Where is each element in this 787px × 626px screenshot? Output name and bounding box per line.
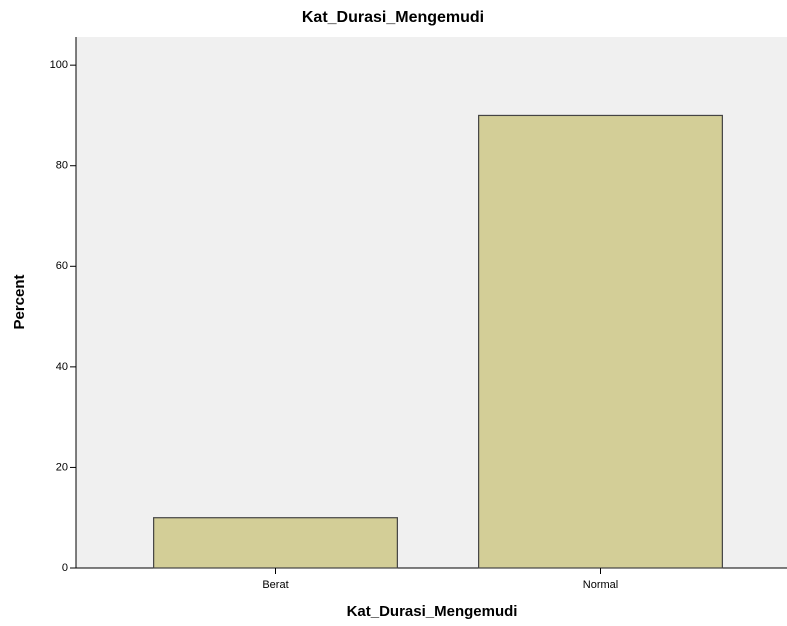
x-axis-title: Kat_Durasi_Mengemudi — [347, 603, 518, 620]
y-tick-label: 100 — [50, 59, 68, 71]
y-tick-label: 80 — [56, 160, 68, 172]
y-tick-label: 60 — [56, 260, 68, 272]
bar — [478, 114, 723, 569]
x-tick-label: Berat — [262, 579, 288, 591]
x-tick-label: Normal — [583, 579, 618, 591]
y-tick-label: 20 — [56, 461, 68, 473]
y-axis-title: Percent — [11, 274, 28, 329]
bar — [153, 517, 398, 569]
y-tick-label: 40 — [56, 361, 68, 373]
chart-title: Kat_Durasi_Mengemudi — [302, 9, 484, 26]
y-tick-label: 0 — [62, 562, 68, 574]
